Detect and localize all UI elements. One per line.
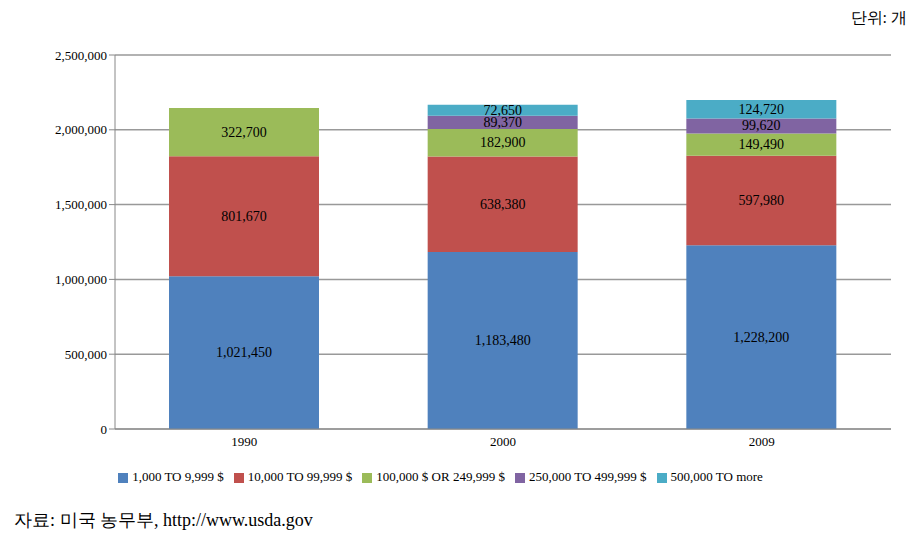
html-text:단위: 개: 단위: 개 (850, 9, 907, 26)
html-text:250,000 TO 499,999 $: 250,000 TO 499,999 $ (528, 469, 647, 484)
svg-text:2,500,000: 2,500,000 (55, 48, 107, 63)
svg-text:597,980: 597,980 (739, 193, 785, 208)
svg-text:322,700: 322,700 (221, 125, 267, 140)
html-text:1,000 TO 9,999 $: 1,000 TO 9,999 $ (132, 469, 224, 484)
svg-text:182,900: 182,900 (480, 135, 526, 150)
svg-text:500,000: 500,000 (65, 347, 107, 362)
svg-text:1,021,450: 1,021,450 (216, 345, 272, 360)
svg-text:2,000,000: 2,000,000 (55, 122, 107, 137)
svg-text:1,183,480: 1,183,480 (475, 333, 531, 348)
svg-text:72,650: 72,650 (483, 103, 522, 118)
svg-text:1,228,200: 1,228,200 (733, 330, 789, 345)
svg-text:1,000,000: 1,000,000 (55, 272, 107, 287)
svg-text:99,620: 99,620 (742, 118, 781, 133)
svg-text:801,670: 801,670 (221, 209, 267, 224)
html-text:10,000 TO 99,999 $: 10,000 TO 99,999 $ (247, 469, 353, 484)
svg-text:149,490: 149,490 (739, 137, 785, 152)
html-text:500,000 TO more: 500,000 TO more (670, 469, 763, 484)
svg-text:124,720: 124,720 (739, 102, 785, 117)
svg-text:1,500,000: 1,500,000 (55, 197, 107, 212)
svg-text:1990: 1990 (231, 434, 257, 449)
svg-text:2000: 2000 (490, 434, 516, 449)
html-text:100,000 $ OR 249,999 $: 100,000 $ OR 249,999 $ (376, 469, 505, 484)
html-text:자료: 미국 농무부, http://www.usda.go: 자료: 미국 농무부, http://www.usda.gov (14, 510, 313, 530)
svg-text:89,370: 89,370 (483, 114, 522, 130)
svg-text:0: 0 (101, 422, 108, 437)
svg-text:2009: 2009 (749, 434, 775, 449)
svg-text:638,380: 638,380 (480, 197, 526, 212)
